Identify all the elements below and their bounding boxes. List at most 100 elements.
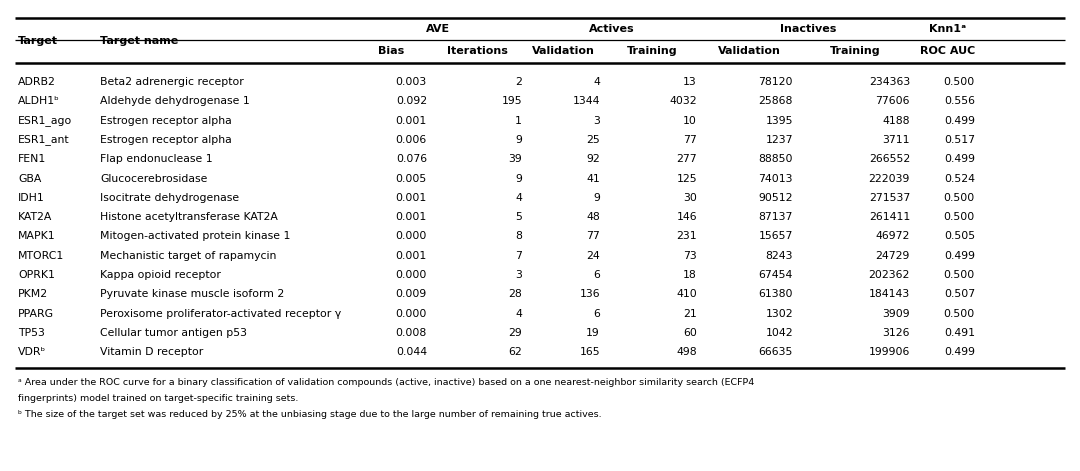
Text: Training: Training xyxy=(829,47,880,57)
Text: 87137: 87137 xyxy=(758,212,793,222)
Text: 8: 8 xyxy=(515,231,522,242)
Text: Knn1ᵃ: Knn1ᵃ xyxy=(929,24,967,34)
Text: 266552: 266552 xyxy=(868,154,910,164)
Text: 0.499: 0.499 xyxy=(944,347,975,357)
Text: 62: 62 xyxy=(509,347,522,357)
Text: 0.500: 0.500 xyxy=(944,309,975,318)
Text: 0.500: 0.500 xyxy=(944,77,975,87)
Text: 277: 277 xyxy=(676,154,697,164)
Text: 0.499: 0.499 xyxy=(944,115,975,126)
Text: Aldehyde dehydrogenase 1: Aldehyde dehydrogenase 1 xyxy=(100,96,249,106)
Text: Target name: Target name xyxy=(100,35,178,46)
Text: Iterations: Iterations xyxy=(446,47,508,57)
Text: 19: 19 xyxy=(586,328,600,338)
Text: 13: 13 xyxy=(684,77,697,87)
Text: 24: 24 xyxy=(586,251,600,261)
Text: 9: 9 xyxy=(515,173,522,184)
Text: 41: 41 xyxy=(586,173,600,184)
Text: 92: 92 xyxy=(586,154,600,164)
Text: KAT2A: KAT2A xyxy=(18,212,52,222)
Text: ESR1_ago: ESR1_ago xyxy=(18,115,72,126)
Text: Training: Training xyxy=(627,47,678,57)
Text: 78120: 78120 xyxy=(758,77,793,87)
Text: PKM2: PKM2 xyxy=(18,289,49,299)
Text: 0.517: 0.517 xyxy=(944,135,975,145)
Text: 146: 146 xyxy=(676,212,697,222)
Text: 0.001: 0.001 xyxy=(395,115,427,126)
Text: OPRK1: OPRK1 xyxy=(18,270,55,280)
Text: 25868: 25868 xyxy=(758,96,793,106)
Text: MAPK1: MAPK1 xyxy=(18,231,56,242)
Text: 9: 9 xyxy=(593,193,600,203)
Text: 0.005: 0.005 xyxy=(395,173,427,184)
Text: 66635: 66635 xyxy=(758,347,793,357)
Text: ROC AUC: ROC AUC xyxy=(920,47,975,57)
Text: 261411: 261411 xyxy=(868,212,910,222)
Text: Mitogen-activated protein kinase 1: Mitogen-activated protein kinase 1 xyxy=(100,231,291,242)
Text: VDRᵇ: VDRᵇ xyxy=(18,347,46,357)
Text: 3711: 3711 xyxy=(882,135,910,145)
Text: Kappa opioid receptor: Kappa opioid receptor xyxy=(100,270,221,280)
Text: Validation: Validation xyxy=(532,47,595,57)
Text: 30: 30 xyxy=(684,193,697,203)
Text: 67454: 67454 xyxy=(758,270,793,280)
Text: 222039: 222039 xyxy=(868,173,910,184)
Text: 0.000: 0.000 xyxy=(395,231,427,242)
Text: Validation: Validation xyxy=(718,47,781,57)
Text: Estrogen receptor alpha: Estrogen receptor alpha xyxy=(100,135,232,145)
Text: 77606: 77606 xyxy=(876,96,910,106)
Text: 24729: 24729 xyxy=(876,251,910,261)
Text: 0.507: 0.507 xyxy=(944,289,975,299)
Text: 0.000: 0.000 xyxy=(395,309,427,318)
Text: ADRB2: ADRB2 xyxy=(18,77,56,87)
Text: 73: 73 xyxy=(684,251,697,261)
Text: Glucocerebrosidase: Glucocerebrosidase xyxy=(100,173,207,184)
Text: 21: 21 xyxy=(684,309,697,318)
Text: 125: 125 xyxy=(676,173,697,184)
Text: 18: 18 xyxy=(684,270,697,280)
Text: 61380: 61380 xyxy=(758,289,793,299)
Text: 2: 2 xyxy=(515,77,522,87)
Text: 0.001: 0.001 xyxy=(395,193,427,203)
Text: 4: 4 xyxy=(515,193,522,203)
Text: Actives: Actives xyxy=(590,24,635,34)
Text: 4032: 4032 xyxy=(670,96,697,106)
Text: 77: 77 xyxy=(586,231,600,242)
Text: 0.076: 0.076 xyxy=(396,154,427,164)
Text: 5: 5 xyxy=(515,212,522,222)
Text: 29: 29 xyxy=(509,328,522,338)
Text: ALDH1ᵇ: ALDH1ᵇ xyxy=(18,96,59,106)
Text: 0.499: 0.499 xyxy=(944,154,975,164)
Text: 1344: 1344 xyxy=(572,96,600,106)
Text: 271537: 271537 xyxy=(868,193,910,203)
Text: 0.499: 0.499 xyxy=(944,251,975,261)
Text: 60: 60 xyxy=(684,328,697,338)
Text: 0.092: 0.092 xyxy=(396,96,427,106)
Text: 74013: 74013 xyxy=(758,173,793,184)
Text: 0.044: 0.044 xyxy=(396,347,427,357)
Text: 0.001: 0.001 xyxy=(395,251,427,261)
Text: 8243: 8243 xyxy=(766,251,793,261)
Text: 0.505: 0.505 xyxy=(944,231,975,242)
Text: 3: 3 xyxy=(515,270,522,280)
Text: ESR1_ant: ESR1_ant xyxy=(18,134,69,146)
Text: 6: 6 xyxy=(593,309,600,318)
Text: fingerprints) model trained on target-specific training sets.: fingerprints) model trained on target-sp… xyxy=(18,394,298,403)
Text: 410: 410 xyxy=(676,289,697,299)
Text: 1: 1 xyxy=(515,115,522,126)
Text: 4: 4 xyxy=(593,77,600,87)
Text: 48: 48 xyxy=(586,212,600,222)
Text: 15657: 15657 xyxy=(758,231,793,242)
Text: 1302: 1302 xyxy=(766,309,793,318)
Text: 199906: 199906 xyxy=(868,347,910,357)
Text: 46972: 46972 xyxy=(876,231,910,242)
Text: Histone acetyltransferase KAT2A: Histone acetyltransferase KAT2A xyxy=(100,212,278,222)
Text: 1237: 1237 xyxy=(766,135,793,145)
Text: 4: 4 xyxy=(515,309,522,318)
Text: 39: 39 xyxy=(509,154,522,164)
Text: 498: 498 xyxy=(676,347,697,357)
Text: Peroxisome proliferator-activated receptor γ: Peroxisome proliferator-activated recept… xyxy=(100,309,341,318)
Text: Pyruvate kinase muscle isoform 2: Pyruvate kinase muscle isoform 2 xyxy=(100,289,284,299)
Text: 0.500: 0.500 xyxy=(944,270,975,280)
Text: 0.009: 0.009 xyxy=(395,289,427,299)
